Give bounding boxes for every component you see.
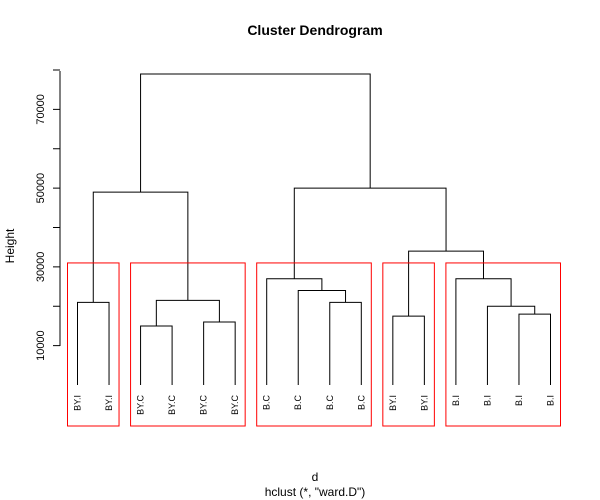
dendrogram-branch — [455, 278, 512, 385]
chart-title: Cluster Dendrogram — [247, 22, 382, 38]
leaf-label: B.I — [482, 395, 492, 406]
leaf-label: B.I — [514, 395, 524, 406]
leaf-label: B.I — [546, 395, 556, 406]
y-axis-ticks: 10000 30000 50000 70000 — [35, 69, 60, 361]
cluster-box — [67, 262, 120, 427]
dendrogram-branch — [297, 290, 347, 385]
cluster-box — [256, 262, 372, 427]
leaf-label: BY.C — [199, 395, 209, 415]
dendrogram-branch — [140, 325, 173, 385]
cluster-box — [130, 262, 246, 427]
y-tick-label: 50000 — [35, 173, 47, 204]
dendrogram-branch — [392, 315, 425, 385]
dendrogram-branch — [203, 321, 236, 385]
dendrogram-branch — [140, 73, 371, 193]
dendrogram-branch — [329, 301, 362, 385]
method-subtitle: hclust (*, "ward.D") — [265, 485, 366, 499]
x-axis-title: d — [312, 470, 319, 484]
leaf-label: B.C — [262, 395, 272, 411]
leaf-label: B.C — [356, 395, 366, 411]
dendrogram-branch — [92, 191, 189, 303]
dendrogram-branch — [293, 187, 447, 279]
cluster-box — [382, 262, 435, 427]
leaf-labels: BY.I BY.I BY.C BY.C BY.C BY.C B.C B.C B.C B.C BY.I… — [73, 395, 556, 415]
y-tick-label: 10000 — [35, 330, 47, 361]
cluster-boxes — [67, 262, 561, 427]
dendrogram-branch — [486, 305, 536, 385]
y-tick-label: 70000 — [35, 94, 47, 125]
leaf-label: B.C — [325, 395, 335, 411]
dendrogram-branch — [77, 301, 110, 385]
y-axis-title: Height — [3, 228, 17, 263]
dendrogram-tree — [77, 73, 551, 385]
leaf-label: BY.C — [136, 395, 146, 415]
leaf-label: BY.I — [419, 395, 429, 411]
leaf-label: BY.I — [388, 395, 398, 411]
leaf-label: BY.C — [230, 395, 240, 415]
cluster-box — [445, 262, 561, 427]
dendrogram-branch — [266, 278, 323, 385]
y-tick-label: 30000 — [35, 252, 47, 283]
leaf-label: BY.I — [73, 395, 83, 411]
leaf-label: BY.I — [104, 395, 114, 411]
dendrogram-branch — [518, 313, 551, 385]
leaf-label: B.I — [451, 395, 461, 406]
dendrogram-branch — [155, 299, 220, 326]
leaf-label: BY.C — [167, 395, 177, 415]
leaf-label: B.C — [293, 395, 303, 411]
